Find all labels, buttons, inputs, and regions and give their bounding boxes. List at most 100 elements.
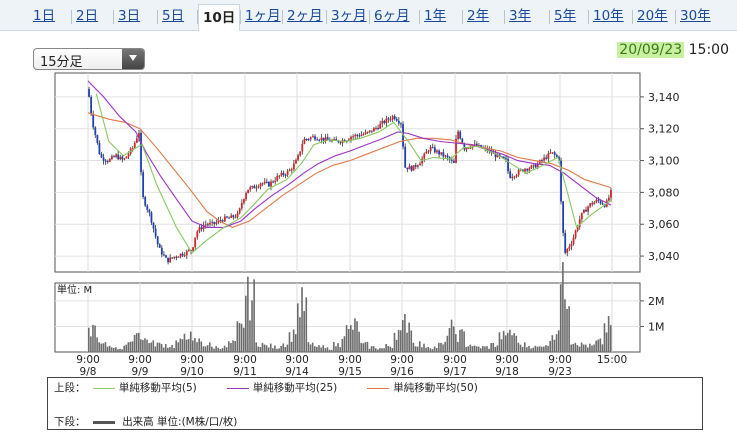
volume-bar: [473, 345, 476, 352]
volume-bar: [440, 342, 442, 352]
legend-item-label: 単純移動平均(25): [252, 382, 338, 394]
candle-body: [259, 183, 262, 187]
volume-bar: [158, 342, 161, 352]
tab-10[interactable]: 1年: [424, 8, 447, 24]
x-tick-date-label: 9/11: [233, 366, 257, 378]
volume-bar: [135, 333, 138, 352]
tab-11[interactable]: 2年: [467, 8, 490, 24]
volume-bar: [555, 334, 558, 352]
tab-15[interactable]: 20年: [637, 8, 668, 24]
volume-bar: [213, 348, 215, 352]
candle-body: [272, 181, 274, 183]
volume-bar: [100, 343, 103, 352]
volume-bar: [450, 319, 453, 352]
candle-body: [257, 186, 260, 188]
candle-body: [603, 204, 606, 207]
volume-bar: [167, 347, 169, 352]
tab-13[interactable]: 5年: [554, 8, 577, 24]
candle-body: [320, 137, 323, 140]
volume-bar: [200, 341, 203, 352]
x-tick-time-label: 9:00: [338, 354, 362, 366]
x-tick-time-label: 9:00: [390, 354, 414, 366]
tab-12[interactable]: 3年: [509, 8, 532, 24]
volume-bar: [350, 325, 352, 352]
volume-bar: [265, 345, 268, 352]
tab-1[interactable]: 1日: [33, 8, 56, 24]
candle-body: [530, 165, 533, 169]
tab-3[interactable]: 3日: [118, 8, 141, 24]
tab-7[interactable]: 2ヶ月: [287, 8, 323, 24]
volume-bar: [104, 342, 107, 352]
candle-body: [135, 138, 138, 143]
volume-bar: [131, 341, 134, 352]
tab-2[interactable]: 2日: [76, 8, 99, 24]
candle-body: [200, 227, 203, 230]
candle-body: [339, 142, 342, 144]
candle-body: [393, 116, 396, 119]
volume-bar: [402, 320, 404, 352]
candle-body: [480, 145, 482, 148]
candle-body: [187, 250, 190, 252]
candle-body: [156, 236, 159, 245]
candle-body: [597, 199, 600, 201]
volume-bar: [228, 341, 230, 352]
candle-body: [221, 220, 224, 222]
candle-body: [442, 152, 445, 157]
timestamp-time: 15:00: [688, 42, 729, 58]
candle-body: [400, 123, 402, 125]
volume-bar: [389, 346, 392, 352]
volume-bar: [272, 348, 274, 352]
volume-bar: [500, 339, 503, 352]
volume-bar: [230, 342, 232, 352]
volume-bar: [482, 346, 484, 352]
candle-body: [509, 171, 512, 178]
candle-body: [276, 175, 279, 181]
candle-body: [436, 150, 438, 153]
tab-14[interactable]: 10年: [593, 8, 624, 24]
volume-bar: [354, 318, 356, 352]
tab-separator: [197, 10, 198, 24]
candle-body: [560, 160, 562, 202]
volume-bar: [94, 325, 96, 352]
volume-bar: [488, 348, 490, 352]
tab-separator: [157, 10, 158, 24]
tab-16[interactable]: 30年: [680, 8, 711, 24]
candle-body: [253, 185, 256, 189]
candle-body: [167, 257, 169, 263]
sma25-line: [87, 80, 612, 228]
candle-body: [261, 183, 264, 185]
candle-body: [381, 120, 384, 124]
tab-4[interactable]: 5日: [162, 8, 185, 24]
volume-bar: [513, 333, 515, 352]
candle-body: [160, 247, 163, 255]
volume-bar: [381, 348, 383, 352]
volume-bar: [173, 347, 175, 352]
volume-bar: [194, 338, 196, 352]
tab-8[interactable]: 3ヶ月: [331, 8, 367, 24]
volume-bar: [160, 344, 163, 352]
tab-9[interactable]: 6ヶ月: [374, 8, 410, 24]
candle-body: [179, 253, 182, 257]
candle-body: [299, 151, 302, 156]
volume-bar: [175, 340, 177, 352]
volume-bar: [343, 336, 346, 352]
volume-bar: [582, 344, 585, 352]
volume-bar: [137, 332, 140, 352]
volume-bar: [154, 346, 157, 352]
tab-6[interactable]: 1ヶ月: [245, 8, 281, 24]
volume-bar: [335, 346, 337, 352]
x-tick-date-label: 9/15: [338, 366, 362, 378]
volume-bar: [164, 344, 167, 352]
candle-body: [450, 159, 453, 161]
candle-body: [377, 127, 379, 129]
candle-body: [119, 156, 122, 160]
volume-bar: [551, 335, 554, 352]
candle-body: [314, 136, 316, 140]
volume-bar: [605, 332, 608, 352]
candle-body: [183, 255, 186, 257]
dropdown-arrow-icon[interactable]: [122, 49, 144, 69]
tab-5[interactable]: 10日: [198, 4, 241, 31]
interval-select[interactable]: 15分足: [33, 48, 145, 70]
x-tick-date-label: 9/17: [443, 366, 467, 378]
